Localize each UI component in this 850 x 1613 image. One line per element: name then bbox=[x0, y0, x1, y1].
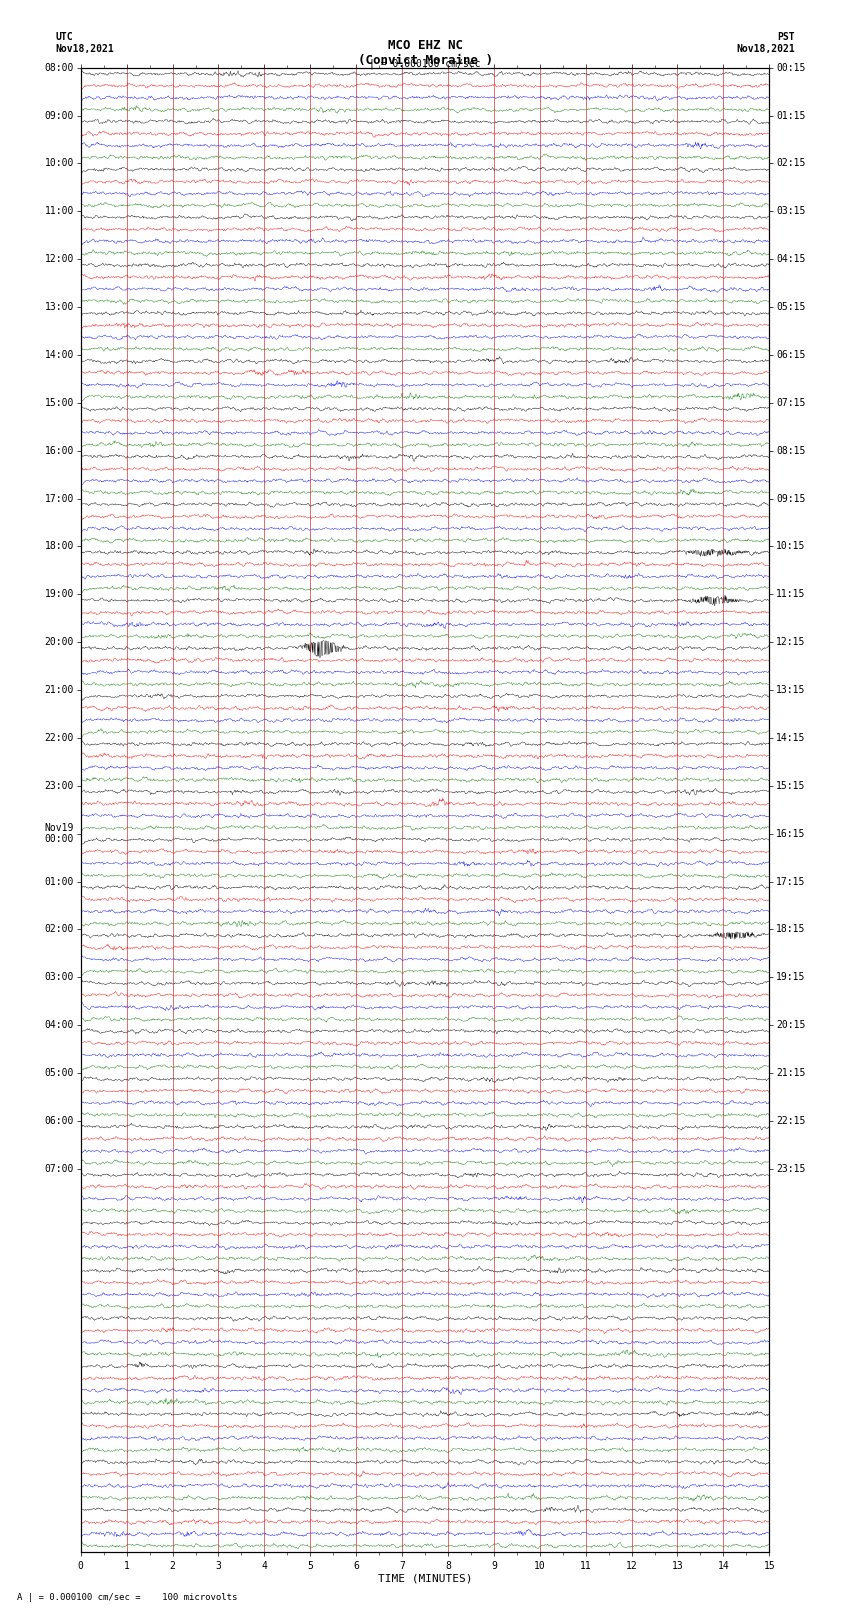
Text: PST
Nov18,2021: PST Nov18,2021 bbox=[736, 32, 795, 53]
Title: MCO EHZ NC
(Convict Moraine ): MCO EHZ NC (Convict Moraine ) bbox=[358, 39, 492, 66]
X-axis label: TIME (MINUTES): TIME (MINUTES) bbox=[377, 1574, 473, 1584]
Text: | = 0.000100 cm/sec: | = 0.000100 cm/sec bbox=[369, 58, 481, 69]
Text: A | = 0.000100 cm/sec =    100 microvolts: A | = 0.000100 cm/sec = 100 microvolts bbox=[17, 1592, 237, 1602]
Text: UTC
Nov18,2021: UTC Nov18,2021 bbox=[55, 32, 114, 53]
